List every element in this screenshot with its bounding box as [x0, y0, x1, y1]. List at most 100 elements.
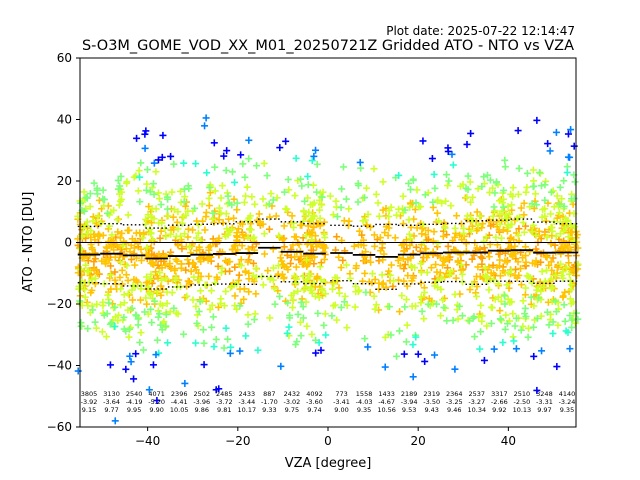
scatter-point: [547, 275, 555, 283]
scatter-point: [478, 254, 486, 262]
scatter-point: [499, 267, 507, 275]
scatter-point: [105, 299, 113, 307]
scatter-point: [83, 230, 91, 238]
scatter-point: [545, 261, 553, 269]
scatter-point: [313, 219, 321, 227]
scatter-point: [159, 302, 167, 310]
scatter-point: [267, 190, 275, 198]
scatter-point: [166, 308, 174, 316]
scatter-point: [282, 205, 290, 213]
scatter-point: [532, 231, 540, 239]
scatter-point: [170, 206, 178, 214]
scatter-point: [153, 288, 161, 296]
scatter-point: [110, 206, 118, 214]
scatter-point: [217, 194, 225, 202]
scatter-point: [501, 257, 509, 265]
scatter-point: [526, 248, 534, 256]
scatter-point: [553, 192, 561, 200]
scatter-point: [167, 265, 175, 273]
scatter-point: [90, 179, 98, 187]
scatter-point: [514, 231, 522, 239]
scatter-point: [251, 200, 259, 208]
scatter-point: [559, 268, 567, 276]
scatter-point: [473, 208, 481, 216]
scatter-point: [95, 196, 103, 204]
scatter-point: [420, 315, 428, 323]
scatter-point: [509, 192, 517, 200]
scatter-point: [309, 223, 317, 231]
scatter-point: [489, 184, 497, 192]
scatter-point: [115, 190, 123, 198]
scatter-point: [151, 297, 159, 305]
scatter-point: [190, 260, 198, 268]
scatter-point: [529, 166, 537, 174]
scatter-point: [98, 328, 106, 336]
scatter-point: [438, 199, 446, 207]
scatter-point: [352, 262, 360, 270]
scatter-point: [417, 279, 425, 287]
scatter-point: [128, 304, 136, 312]
scatter-point: [100, 202, 108, 210]
scatter-point: [275, 232, 283, 240]
scatter-point: [481, 264, 489, 272]
scatter-point: [469, 193, 477, 201]
scatter-point: [147, 230, 155, 238]
scatter-point: [139, 346, 147, 354]
scatter-points: [74, 114, 582, 425]
scatter-point: [166, 260, 174, 268]
scatter-point: [205, 272, 213, 280]
scatter-point: [172, 255, 180, 263]
scatter-point: [511, 242, 519, 250]
scatter-point: [167, 230, 175, 238]
scatter-point: [99, 231, 107, 239]
scatter-point: [478, 224, 486, 232]
scatter-point: [318, 287, 326, 295]
scatter-point: [411, 264, 419, 272]
scatter-point: [412, 243, 420, 251]
scatter-point: [481, 272, 489, 280]
scatter-point: [137, 329, 145, 337]
scatter-point: [342, 261, 350, 269]
scatter-point: [381, 333, 389, 341]
scatter-point: [413, 224, 421, 232]
scatter-point: [320, 218, 328, 226]
scatter-point: [423, 268, 431, 276]
scatter-point: [236, 285, 244, 293]
scatter-point: [99, 186, 107, 194]
scatter-point: [100, 280, 108, 288]
scatter-point: [561, 288, 569, 296]
scatter-point: [84, 257, 92, 265]
scatter-point: [521, 222, 529, 230]
scatter-point: [407, 235, 415, 243]
scatter-point: [512, 265, 520, 273]
scatter-point: [564, 252, 572, 260]
scatter-point: [178, 245, 186, 253]
scatter-point: [440, 257, 448, 265]
scatter-point: [303, 275, 311, 283]
scatter-point: [86, 252, 94, 260]
scatter-point: [494, 280, 502, 288]
scatter-point: [333, 233, 341, 241]
scatter-point: [185, 185, 193, 193]
scatter-point: [525, 273, 533, 281]
scatter-point: [454, 315, 462, 323]
scatter-point: [145, 289, 153, 297]
scatter-point: [396, 262, 404, 270]
scatter-point: [462, 247, 470, 255]
scatter-point: [215, 251, 223, 259]
scatter-point: [310, 260, 318, 268]
scatter-point: [509, 310, 517, 318]
scatter-point: [81, 286, 89, 294]
scatter-point: [537, 312, 545, 320]
scatter-point: [476, 212, 484, 220]
scatter-point: [124, 290, 132, 298]
scatter-point: [269, 245, 277, 253]
scatter-point: [303, 256, 311, 264]
scatter-point: [302, 232, 310, 240]
scatter-point: [143, 166, 151, 174]
scatter-point: [370, 292, 378, 300]
scatter-point: [473, 273, 481, 281]
scatter-point: [252, 264, 260, 272]
scatter-point: [163, 193, 171, 201]
scatter-point: [191, 204, 199, 212]
